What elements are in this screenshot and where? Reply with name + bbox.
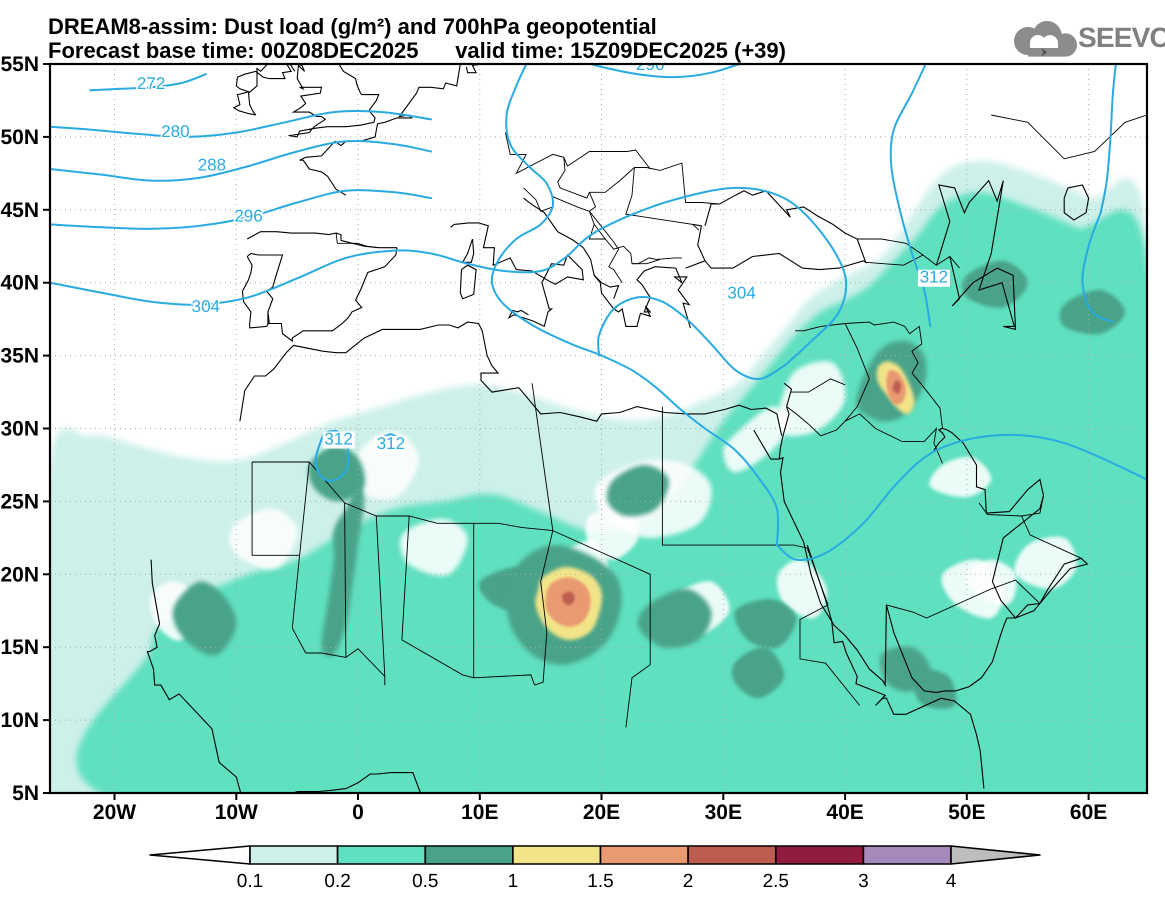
svg-text:SEEVCCC: SEEVCCC	[1078, 22, 1165, 53]
